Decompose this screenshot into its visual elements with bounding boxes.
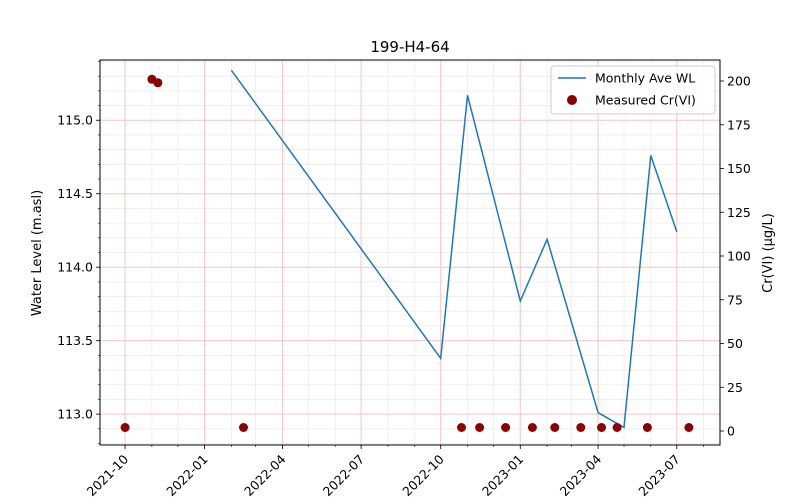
y-tick-label: 113.5 [57, 333, 93, 348]
y2-tick-label: 25 [727, 380, 743, 395]
data-point-cr-vi [527, 423, 537, 432]
axes: 2021-10 2022-01 2022-04 2022-07 2022-10 2023-… [57, 61, 751, 499]
x-tick-label: 2023-04 [557, 451, 605, 499]
x-tick-label: 2022-10 [399, 451, 447, 499]
data-point-cr-vi [501, 423, 511, 432]
data-point-cr-vi [576, 423, 586, 432]
y2-tick-label: 75 [727, 292, 743, 307]
y2-tick-label: 200 [727, 74, 751, 89]
legend: Monthly Ave WL Measured Cr(VI) [550, 65, 716, 115]
y2-tick-label: 125 [727, 205, 751, 220]
y2-axis-label: Cr(VI) (µg/L) [761, 213, 776, 293]
grid [100, 60, 720, 445]
y-tick-label: 114.5 [57, 186, 93, 201]
data-point-cr-vi [550, 423, 560, 432]
chart-title: 199-H4-64 [370, 38, 449, 56]
y2-tick-label: 0 [727, 424, 735, 439]
y2-tick-label: 150 [727, 161, 751, 176]
data-point-cr-vi [642, 423, 652, 432]
y-axis-label: Water Level (m.asl) [30, 190, 45, 316]
x-tick-label: 2022-01 [163, 452, 211, 500]
x-tick-label: 2023-01 [479, 452, 527, 500]
legend-box [550, 65, 716, 115]
plot-area [120, 69, 694, 432]
x-tick-label: 2022-04 [241, 451, 289, 499]
data-point-cr-vi [239, 423, 248, 432]
y2-tick-label: 175 [727, 117, 751, 132]
y-tick-label: 115.0 [57, 113, 93, 128]
data-point-cr-vi [475, 423, 485, 432]
y2-tick-label: 100 [727, 249, 751, 264]
y-tick-label: 114.0 [57, 260, 93, 275]
series-line-monthly-ave-wl [230, 69, 678, 429]
x-tick-label: 2021-10 [84, 451, 132, 499]
data-point-cr-vi [457, 423, 466, 432]
data-point-cr-vi [153, 78, 163, 88]
legend-marker-swatch [567, 95, 577, 105]
y2-tick-label: 50 [727, 336, 743, 351]
x-tick-label: 2023-07 [635, 452, 683, 500]
data-point-cr-vi [684, 423, 694, 432]
data-point-cr-vi [597, 423, 606, 432]
data-point-cr-vi [612, 423, 622, 432]
y-tick-label: 113.0 [57, 407, 93, 422]
x-tick-label: 2022-07 [320, 452, 368, 500]
legend-label-crvi: Measured Cr(VI) [595, 93, 696, 108]
legend-label-wl: Monthly Ave WL [595, 71, 695, 86]
data-point-cr-vi [120, 423, 130, 432]
